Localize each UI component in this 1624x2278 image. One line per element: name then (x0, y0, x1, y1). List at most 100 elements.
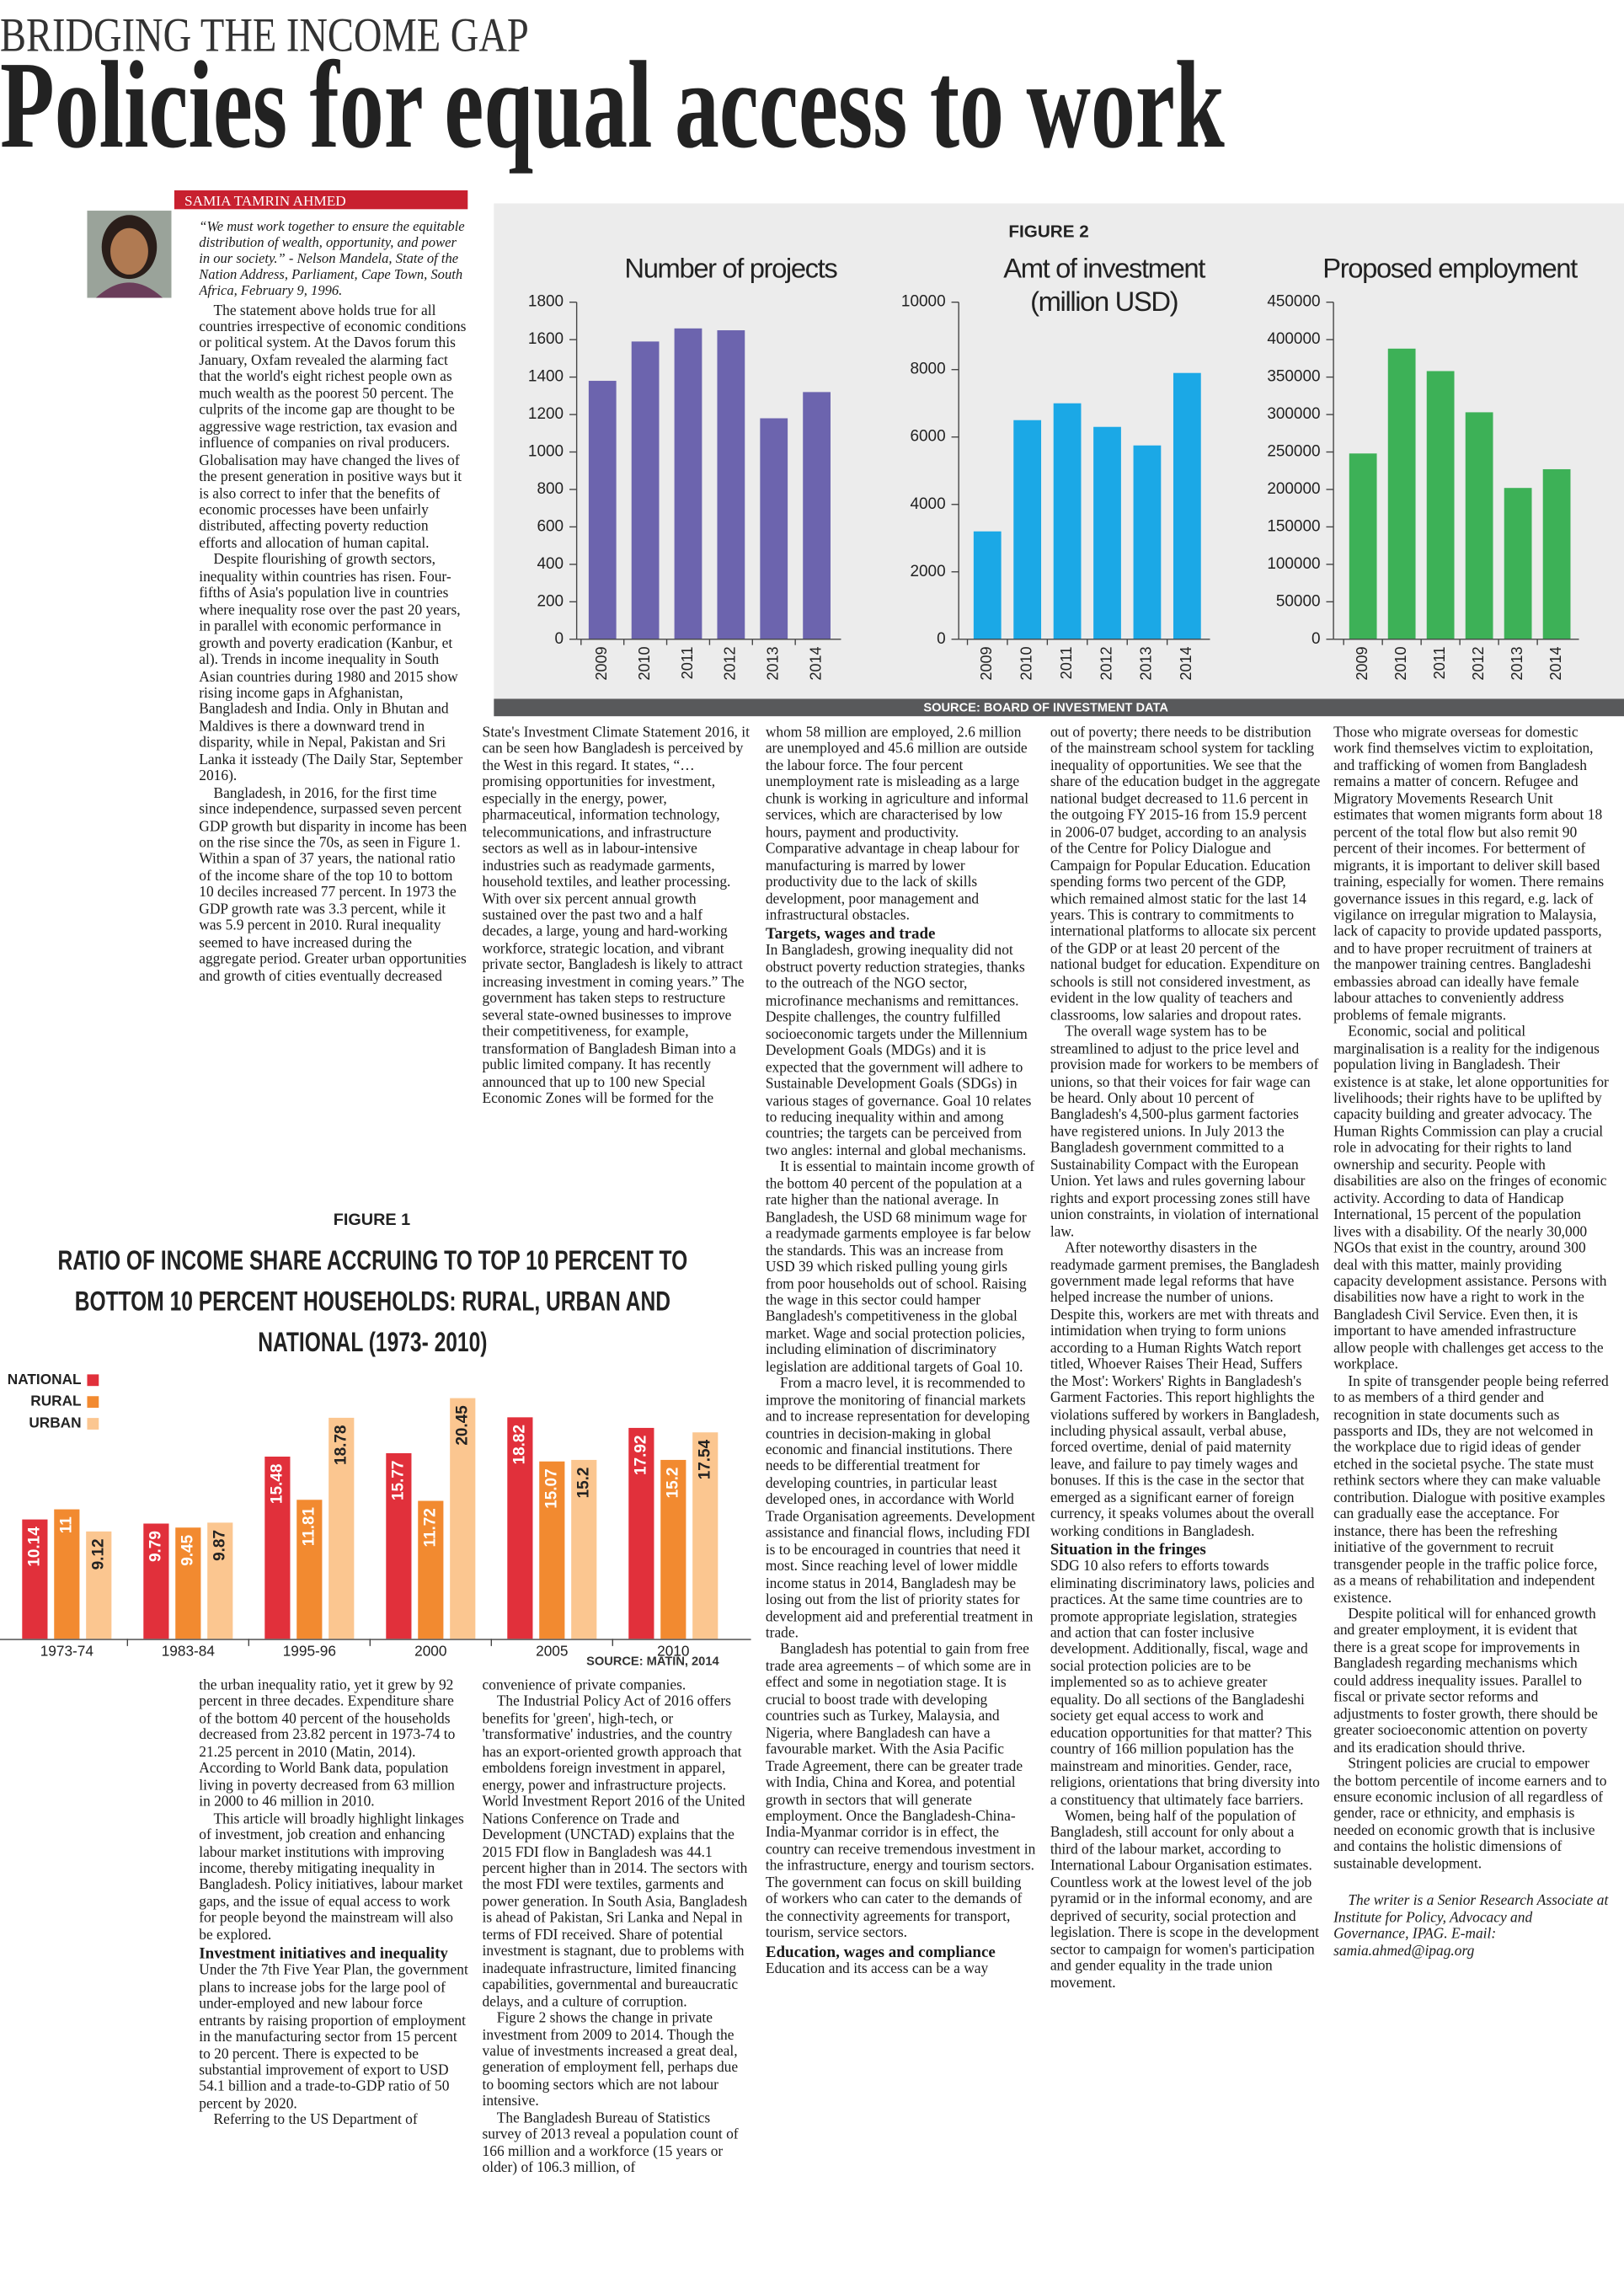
text-column: Those who migrate overseas for domestic … (1333, 725, 1610, 2271)
bar (296, 1500, 323, 1639)
bar (264, 1457, 291, 1639)
value-label: 15.2 (664, 1468, 681, 1499)
y-tick-label: 400000 (1267, 330, 1320, 348)
subheading: Education, wages and compliance (765, 1943, 996, 1961)
bar (175, 1527, 201, 1639)
subheading: Situation in the fringes (1050, 1542, 1206, 1559)
paragraph: It is essential to maintain income growt… (765, 1159, 1035, 1376)
x-tick-label: 2011 (679, 646, 696, 679)
text-column: State's Investment Climate Statement 201… (483, 725, 753, 1177)
text-column: “We must work together to ensure the equ… (199, 221, 469, 1177)
subheading: Investment initiatives and inequality (199, 1945, 448, 1964)
x-tick-label: 2009 (978, 646, 995, 680)
subheading: Targets, wages and trade (765, 926, 936, 944)
bar (418, 1500, 444, 1639)
author-photo (87, 211, 172, 298)
headline: Policies for equal access to work (0, 36, 1225, 174)
figure-2-source-bar (494, 698, 1624, 717)
bar (717, 330, 745, 639)
bar (1173, 372, 1201, 639)
value-label: 18.82 (510, 1425, 528, 1464)
text-column: out of poverty; there needs to be distri… (1050, 725, 1321, 2271)
x-tick-label: 2010 (657, 1642, 689, 1659)
bar (1504, 488, 1532, 639)
paragraph: From a macro level, it is recommended to… (765, 1376, 1035, 1642)
y-tick-label: 200 (537, 592, 564, 610)
y-tick-label: 1800 (528, 293, 564, 311)
y-tick-label: 2000 (910, 563, 945, 580)
paragraph: Figure 2 shows the change in private inv… (482, 2010, 739, 2110)
paragraph: Despite flourishing of growth sectors, i… (199, 552, 463, 785)
x-tick-label: 2014 (1178, 646, 1194, 680)
x-tick-label: 2010 (1392, 646, 1409, 680)
bar (973, 531, 1002, 639)
paragraph: Under the 7th Five Year Plan, the govern… (199, 1963, 468, 2113)
value-label: 9.87 (211, 1530, 228, 1561)
chart-title: RATIO OF INCOME SHARE ACCRUING TO TOP 10… (56, 1246, 687, 1359)
paragraph: Those who migrate overseas for domestic … (1333, 725, 1605, 1024)
y-tick-label: 800 (537, 480, 564, 498)
y-tick-label: 1000 (528, 443, 564, 461)
paragraph: In Bangladesh, growing inequality did no… (765, 943, 1032, 1159)
value-label: 11 (57, 1516, 75, 1533)
legend-label: RURAL (30, 1393, 81, 1409)
y-tick-label: 250000 (1267, 443, 1320, 461)
bar (539, 1461, 565, 1639)
text-column: whom 58 million are employed, 2.6 millio… (766, 725, 1036, 2271)
x-tick-label: 1973-74 (40, 1642, 94, 1659)
value-label: 15.07 (542, 1468, 560, 1508)
bar (1387, 348, 1416, 639)
paragraph: The Bangladesh Bureau of Statistics surv… (482, 2110, 739, 2177)
figure-label: FIGURE 1 (334, 1211, 410, 1229)
bar (329, 1417, 355, 1639)
x-tick-label: 2013 (1509, 646, 1525, 680)
value-label: 10.14 (25, 1527, 43, 1567)
paragraph: State's Investment Climate Statement 201… (482, 725, 750, 1108)
chart-title: Proposed employment (1322, 254, 1578, 286)
paragraph: The Industrial Policy Act of 2016 offers… (482, 1694, 748, 2011)
paragraph: Bangladesh, in 2016, for the first time … (199, 785, 467, 985)
y-tick-label: 300000 (1267, 405, 1320, 423)
legend-swatch (87, 1396, 99, 1409)
y-tick-label: 150000 (1267, 517, 1320, 535)
y-tick-label: 6000 (910, 428, 945, 446)
paragraph: SDG 10 also refers to efforts towards el… (1050, 1559, 1320, 1809)
bar (1542, 468, 1571, 639)
x-tick-label: 2012 (1098, 646, 1114, 680)
value-label: 15.2 (574, 1468, 592, 1499)
x-tick-label: 2014 (807, 646, 824, 680)
y-tick-label: 0 (1311, 630, 1321, 648)
bar (86, 1531, 112, 1639)
x-tick-label: 2000 (414, 1642, 446, 1659)
value-label: 17.54 (696, 1439, 713, 1479)
y-tick-label: 0 (555, 630, 564, 648)
value-label: 9.79 (147, 1531, 164, 1562)
bar (1053, 403, 1082, 639)
bar (660, 1459, 686, 1639)
y-tick-label: 350000 (1267, 368, 1320, 386)
bar (450, 1398, 476, 1639)
paragraph: The statement above holds true for all c… (199, 302, 467, 553)
y-tick-label: 1400 (528, 368, 564, 386)
x-tick-label: 2013 (765, 646, 782, 680)
bar (571, 1459, 597, 1639)
bar (1349, 453, 1377, 639)
x-tick-label: 1995-96 (283, 1642, 336, 1659)
bar (386, 1452, 412, 1639)
x-tick-label: 1983-84 (162, 1642, 216, 1659)
byline: The writer is a Senior Research Associat… (1333, 1893, 1609, 1960)
paragraph: Women, being half of the population of B… (1050, 1809, 1320, 1992)
bar (1013, 420, 1042, 639)
x-tick-label: 2009 (593, 646, 610, 680)
figure-label: FIGURE 2 (1008, 222, 1088, 241)
value-label: 11.81 (300, 1506, 318, 1546)
quote: “We must work together to ensure the equ… (199, 221, 465, 299)
paragraph: After noteworthy disasters in the readym… (1050, 1240, 1320, 1540)
y-tick-label: 200000 (1267, 480, 1320, 498)
figure-source: SOURCE: BOARD OF INVESTMENT DATA (923, 702, 1168, 715)
y-tick-label: 50000 (1276, 592, 1321, 610)
